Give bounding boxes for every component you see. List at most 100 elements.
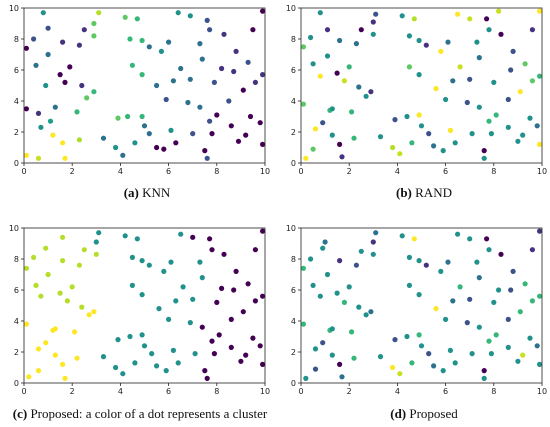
axes-frame bbox=[300, 7, 543, 164]
scatter-point bbox=[320, 245, 326, 251]
scatter-point bbox=[452, 140, 458, 146]
scatter-point bbox=[334, 70, 340, 76]
scatter-point bbox=[467, 16, 473, 22]
scatter-point bbox=[115, 337, 121, 343]
scatter-point bbox=[257, 120, 263, 126]
scatter-point bbox=[406, 64, 412, 70]
scatter-point bbox=[156, 306, 162, 312]
scatter-point bbox=[38, 124, 44, 130]
scatter-point bbox=[368, 309, 374, 315]
scatter-point bbox=[426, 351, 432, 357]
scatter-point bbox=[211, 79, 217, 85]
scatter-point bbox=[91, 309, 97, 315]
y-tick-label: 2 bbox=[14, 348, 19, 357]
scatter-point bbox=[35, 368, 42, 374]
scatter-point bbox=[515, 138, 521, 144]
x-tick-label: 10 bbox=[260, 387, 270, 396]
scatter-point bbox=[113, 144, 119, 151]
scatter-point bbox=[45, 51, 51, 58]
scatter-point bbox=[308, 256, 314, 262]
scatter-point bbox=[139, 37, 145, 44]
scatter-point bbox=[245, 59, 251, 65]
scatter-point bbox=[416, 112, 422, 118]
scatter-point bbox=[392, 337, 398, 343]
scatter-point bbox=[250, 335, 256, 341]
scatter-point bbox=[493, 332, 499, 338]
scatter-point bbox=[467, 236, 473, 242]
scatter-point bbox=[356, 84, 362, 90]
panel-knn: (a) KNN 0 2 4 6 8 10 0 2 4 6 8 10 bbox=[9, 4, 270, 200]
scatter-point bbox=[450, 298, 456, 304]
scatter-point bbox=[260, 8, 266, 14]
scatter-point bbox=[219, 285, 225, 291]
scatter-point bbox=[202, 148, 208, 154]
scatter-point bbox=[476, 324, 482, 330]
scatter-point bbox=[163, 96, 169, 103]
scatter-point bbox=[317, 293, 323, 299]
caption-text: Proposed bbox=[409, 406, 458, 421]
scatter-point bbox=[235, 138, 242, 144]
scatter-point bbox=[52, 352, 58, 358]
scatter-point bbox=[351, 355, 357, 361]
scatter-point bbox=[30, 254, 37, 260]
scatter-point bbox=[537, 361, 543, 367]
scatter-point bbox=[310, 282, 316, 288]
x-tick-label: 6 bbox=[443, 387, 448, 396]
panel-rand: (b) RAND 0 2 4 6 8 10 0 2 4 6 8 10 bbox=[286, 4, 547, 200]
y-tick-label: 2 bbox=[291, 128, 296, 137]
scatter-point bbox=[484, 236, 490, 242]
scatter-point bbox=[377, 134, 384, 140]
y-tick-label: 6 bbox=[291, 66, 296, 75]
scatter-point bbox=[260, 228, 266, 234]
scatter-point bbox=[310, 146, 316, 152]
scatter-point bbox=[52, 326, 58, 332]
scatter-point bbox=[416, 292, 422, 298]
scatter-point bbox=[197, 259, 203, 265]
scatter-point bbox=[334, 290, 340, 296]
scatter-point bbox=[84, 95, 90, 101]
scatter-point bbox=[329, 352, 335, 358]
scatter-point bbox=[219, 65, 225, 72]
x-tick-label: 4 bbox=[118, 387, 123, 396]
scatter-point bbox=[324, 53, 331, 59]
scatter-point bbox=[35, 346, 42, 352]
scatter-point bbox=[257, 343, 263, 349]
scatter-point bbox=[510, 48, 516, 55]
scatter-point bbox=[122, 14, 128, 20]
scatter-point bbox=[416, 72, 422, 78]
scatter-point bbox=[100, 135, 107, 141]
scatter-point bbox=[493, 112, 499, 118]
scatter-point bbox=[469, 131, 475, 137]
scatter-point bbox=[426, 131, 432, 137]
caption-d: (d) Proposed bbox=[390, 406, 458, 421]
scatter-point bbox=[120, 371, 126, 377]
scatter-point bbox=[443, 96, 449, 103]
scatter-point bbox=[300, 44, 306, 50]
scatter-point bbox=[122, 233, 128, 239]
scatter-point bbox=[33, 62, 39, 68]
scatter-point bbox=[154, 363, 160, 369]
scatter-point bbox=[207, 27, 213, 33]
scatter-point bbox=[79, 304, 85, 310]
scatter-point bbox=[464, 99, 470, 106]
x-tick-label: 6 bbox=[166, 167, 171, 176]
scatter-points bbox=[300, 8, 543, 161]
scatter-point bbox=[341, 78, 347, 84]
scatter-point bbox=[476, 275, 482, 281]
scatter-point bbox=[260, 72, 266, 78]
scatter-point bbox=[139, 332, 145, 338]
scatter-point bbox=[43, 245, 49, 251]
scatter-point bbox=[120, 152, 126, 158]
y-tick-label: 8 bbox=[291, 255, 296, 264]
scatter-point bbox=[370, 19, 376, 25]
scatter-point bbox=[166, 316, 172, 322]
scatter-point bbox=[411, 16, 417, 22]
scatter-point bbox=[197, 41, 203, 47]
scatter-point bbox=[508, 287, 514, 293]
x-tick-label: 2 bbox=[70, 387, 75, 396]
scatter-point bbox=[520, 132, 526, 138]
scatter-point bbox=[240, 87, 246, 93]
scatter-point bbox=[469, 351, 475, 357]
x-tick-label: 10 bbox=[537, 387, 547, 396]
